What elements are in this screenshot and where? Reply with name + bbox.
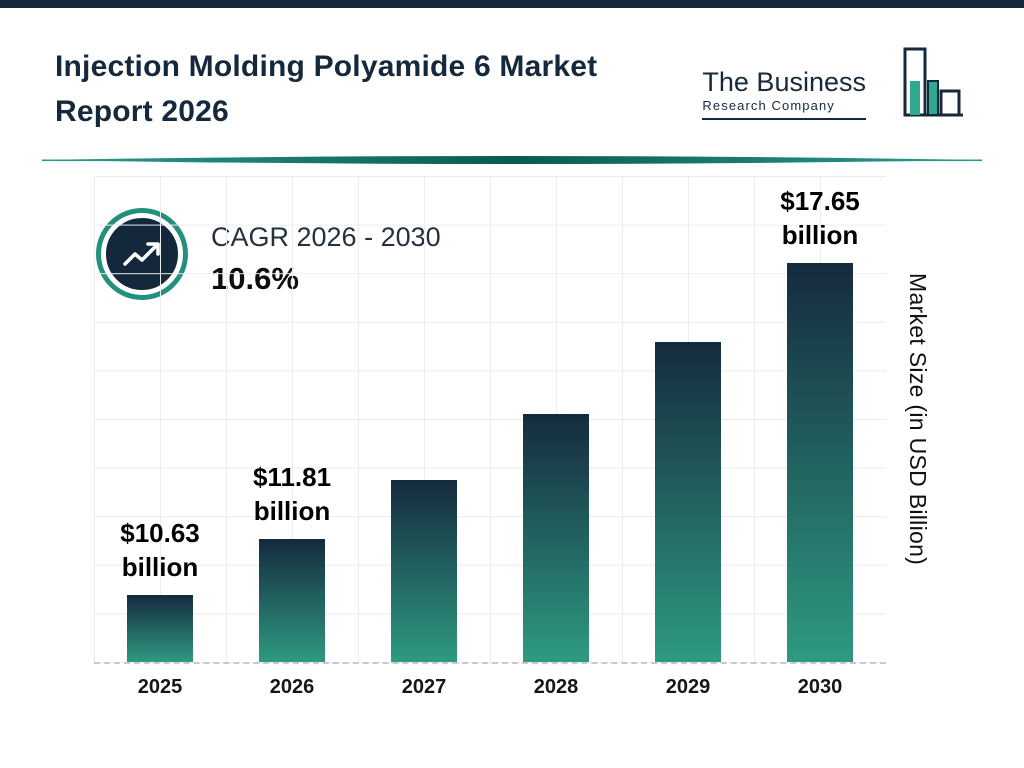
bar-group-2029 [622,176,754,662]
logo-subname: Research Company [702,98,835,113]
y-axis-title: Market Size (in USD Billion) [905,272,931,566]
bar-2028 [523,414,589,662]
x-tick-2025: 2025 [137,676,183,698]
x-axis-labels: 2025 2026 2027 2028 2029 2030 [94,676,886,699]
bars-row: $10.63 billion $11.81 billion $17.65 billion [94,176,886,662]
bar-group-2028 [490,176,622,662]
bar-group-2027 [358,176,490,662]
page-title: Injection Molding Polyamide 6 Market Rep… [55,50,598,128]
bar-value-label-2030: $17.65 billion [780,186,860,251]
x-tick-2028: 2028 [533,676,579,698]
bar-group-2025: $10.63 billion [94,176,226,662]
x-tick-2027: 2027 [401,676,447,698]
bar-2026 [259,539,325,662]
logo-name: The Business [702,66,866,97]
bar-2027 [391,480,457,662]
x-tick-2026: 2026 [269,676,315,698]
top-border [0,0,1024,8]
bar-2030 [787,263,853,662]
bar-value-label-2025: $10.63 billion [120,518,200,583]
logo: The Business Research Company [702,46,966,120]
logo-bar-chart-icon [903,47,963,117]
section-divider [42,156,982,164]
bar-group-2026: $11.81 billion [226,176,358,662]
bar-value-label-2026: $11.81 billion [252,462,332,527]
bar-2029 [655,342,721,662]
x-tick-2030: 2030 [797,676,843,698]
bar-group-2030: $17.65 billion [754,176,886,662]
logo-text: The Business Research Company [702,66,866,120]
plot-area: $10.63 billion $11.81 billion $17.65 billion [94,176,886,664]
bar-2025 [127,595,193,662]
x-tick-2029: 2029 [665,676,711,698]
